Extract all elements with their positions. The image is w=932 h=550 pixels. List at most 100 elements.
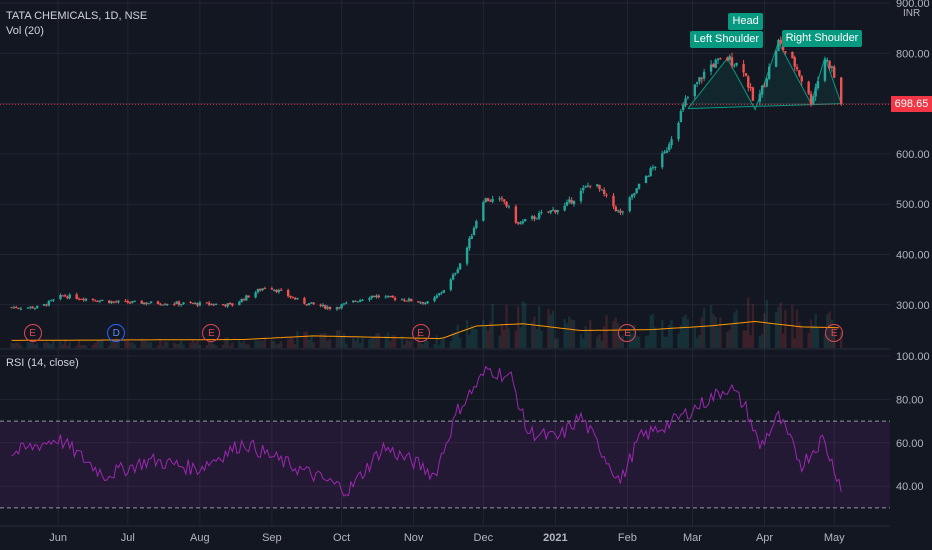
volume-bar — [221, 344, 225, 348]
candle-body — [537, 213, 541, 219]
volume-bar — [584, 326, 587, 348]
earnings-marker[interactable]: E — [618, 324, 637, 342]
time-tick-label: Aug — [190, 532, 210, 544]
candle-body — [312, 302, 315, 305]
candle-body — [798, 70, 801, 76]
volume-bar — [45, 341, 48, 348]
volume-bar — [407, 340, 411, 348]
candle-body — [275, 289, 278, 293]
volume-bar — [521, 301, 525, 348]
volume-bar — [161, 345, 164, 348]
volume-bar — [159, 338, 162, 348]
candle-body — [579, 190, 583, 202]
volume-bar — [440, 339, 443, 348]
candle-body — [84, 298, 88, 301]
candle-body — [584, 186, 587, 188]
volume-bar — [163, 341, 167, 348]
volume-bar — [465, 320, 469, 348]
earnings-marker[interactable]: E — [23, 324, 42, 342]
rsi-band — [0, 421, 890, 508]
candle-body — [726, 57, 729, 61]
volume-bar — [795, 309, 799, 348]
candle-body — [826, 60, 829, 62]
candle-body — [345, 302, 348, 304]
candle-body — [516, 222, 520, 224]
volume-bar — [247, 344, 250, 348]
volume-bar — [519, 327, 522, 348]
volume-bar — [765, 299, 769, 348]
volume-bar — [530, 321, 534, 348]
candle-body — [205, 302, 209, 304]
candle-body — [758, 93, 762, 102]
candle-body — [61, 295, 64, 297]
candle-body — [614, 206, 617, 212]
dividend-marker[interactable]: D — [107, 324, 126, 342]
volume-bar — [338, 330, 341, 348]
volume-bar — [96, 340, 99, 348]
candle-body — [361, 300, 364, 302]
volume-bar — [368, 339, 371, 348]
candle-body — [767, 66, 771, 79]
candle-body — [554, 210, 557, 213]
volume-bar — [719, 317, 722, 348]
candle-body — [491, 198, 494, 202]
volume-bar — [579, 334, 583, 348]
candle-body — [96, 301, 99, 303]
volume-bar — [205, 345, 209, 348]
candle-body — [498, 198, 501, 200]
volume-bar — [245, 344, 248, 348]
candle-body — [630, 194, 634, 198]
volume-bar — [63, 339, 67, 348]
candle-body — [716, 58, 720, 61]
candle-body — [393, 297, 397, 300]
time-tick-label: Sep — [262, 532, 282, 544]
volume-bar — [173, 342, 176, 348]
earnings-marker[interactable]: E — [202, 324, 221, 342]
volume-bar — [256, 340, 260, 348]
candle-body — [633, 193, 636, 196]
candle-body — [830, 66, 834, 68]
volume-bar — [598, 334, 601, 348]
candle-body — [709, 64, 713, 72]
candle-body — [307, 303, 311, 306]
candle-body — [812, 96, 815, 104]
volume-bar — [326, 340, 329, 348]
volume-bar — [214, 345, 218, 348]
candle-body — [128, 302, 132, 304]
volume-bar — [586, 331, 590, 348]
volume-bar — [516, 306, 520, 348]
volume-bar — [310, 335, 313, 348]
candle-body — [600, 189, 604, 191]
candle-body — [670, 139, 673, 146]
volume-bar — [17, 342, 20, 348]
candle-body — [833, 66, 836, 78]
volume-bar — [602, 326, 606, 348]
volume-bar — [375, 333, 378, 348]
volume-bar — [637, 336, 641, 348]
volume-bar — [182, 344, 185, 348]
candle-body — [521, 221, 525, 224]
volume-bar — [663, 336, 666, 348]
earnings-marker[interactable]: E — [411, 324, 430, 342]
volume-bar — [668, 324, 671, 348]
candle-body — [814, 87, 817, 97]
candle-body — [279, 289, 283, 291]
candle-body — [500, 198, 504, 200]
volume-bar — [600, 340, 604, 348]
candle-body — [556, 209, 559, 213]
volume-bar — [760, 333, 764, 348]
candle-body — [45, 304, 48, 306]
candle-body — [324, 305, 327, 309]
candle-body — [193, 302, 197, 304]
earnings-marker[interactable]: E — [825, 324, 844, 342]
candle-body — [145, 302, 148, 304]
volume-bar — [82, 344, 85, 348]
price-tick-label: 900.00 — [896, 0, 930, 10]
candle-body — [540, 212, 543, 214]
candle-body — [449, 279, 453, 290]
volume-bar — [451, 332, 455, 348]
volume-bar — [681, 317, 685, 348]
candle-body — [644, 176, 648, 183]
candle-body — [505, 202, 508, 207]
